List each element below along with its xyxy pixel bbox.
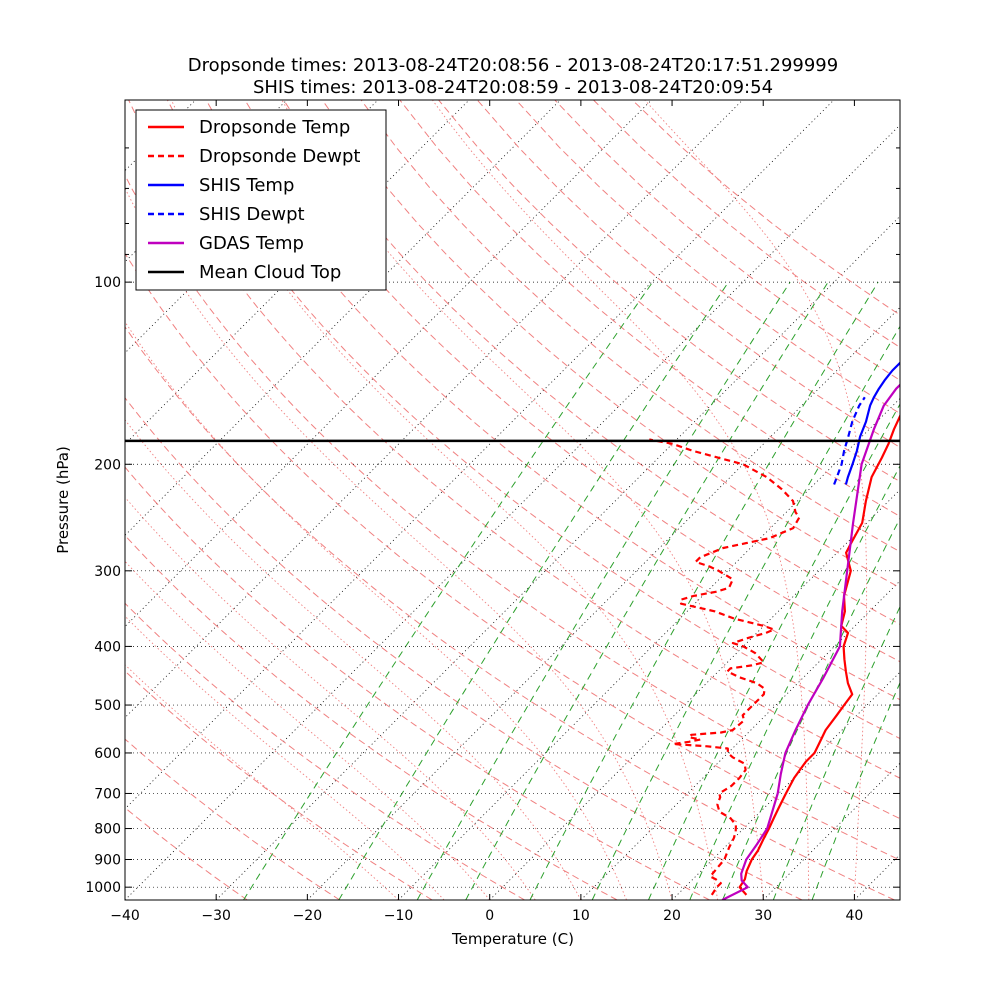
mixing-ratio-line — [529, 281, 879, 900]
y-tick-label: 500 — [94, 698, 121, 714]
mixing-ratio-line — [689, 464, 900, 900]
x-tick-label: −10 — [384, 908, 414, 924]
thermodynamic-background — [0, 100, 1000, 900]
dry-adiabat-line — [128, 100, 900, 779]
moist-adiabat-line — [125, 419, 582, 900]
dry-adiabat-line — [399, 100, 900, 517]
y-tick-label: 800 — [94, 822, 121, 838]
dry-adiabat-line — [125, 396, 803, 900]
series-dropsonde-dewpt — [649, 438, 801, 896]
moist-adiabat-line — [281, 100, 764, 900]
dry-adiabat-line — [554, 100, 900, 381]
dry-adiabat-line — [244, 100, 900, 663]
mixing-ratio-line — [772, 605, 900, 900]
moist-adiabat-line — [125, 321, 627, 900]
moist-adiabat-line — [170, 100, 719, 900]
dry-adiabat-line — [125, 252, 900, 861]
legend-label: GDAS Temp — [199, 233, 304, 254]
y-tick-label: 600 — [94, 746, 121, 762]
mixing-ratio-line — [243, 281, 654, 900]
isotherm-line — [671, 671, 900, 900]
legend-label: Mean Cloud Top — [199, 262, 341, 283]
mixing-ratio-line — [722, 517, 900, 900]
mixing-ratio-line — [338, 281, 729, 900]
series-gdas-temp — [721, 383, 900, 900]
isotherm-line — [854, 853, 900, 900]
x-tick-label: 10 — [572, 908, 590, 924]
dry-adiabat-line — [631, 100, 900, 316]
isotherm-line — [125, 124, 900, 900]
series-dropsonde-temp — [738, 413, 900, 896]
series-shis-dewpt — [833, 396, 866, 485]
moist-adiabat-line — [125, 560, 491, 900]
y-tick-label: 300 — [94, 564, 121, 580]
dry-adiabat-line — [125, 466, 710, 900]
x-tick-label: 20 — [663, 908, 681, 924]
y-tick-label: 900 — [94, 852, 121, 868]
isotherm-line — [762, 762, 900, 900]
moist-adiabat-line — [125, 496, 536, 900]
legend-label: SHIS Temp — [199, 175, 294, 196]
mixing-ratio-line — [416, 281, 791, 900]
x-tick-label: −20 — [293, 908, 323, 924]
dry-adiabat-line — [125, 602, 525, 900]
y-tick-label: 200 — [94, 457, 121, 473]
legend-label: Dropsonde Temp — [199, 117, 350, 138]
y-tick-label: 100 — [94, 275, 121, 291]
mixing-ratio-line — [465, 281, 829, 900]
x-tick-label: 0 — [485, 908, 494, 924]
isotherm-line — [398, 397, 900, 900]
x-tick-label: 30 — [754, 908, 772, 924]
isotherm-line — [0, 100, 104, 900]
legend-label: SHIS Dewpt — [199, 204, 305, 225]
isotherm-line — [125, 100, 835, 810]
y-axis-label: Pressure (hPa) — [54, 446, 72, 554]
dry-adiabat-line — [515, 100, 900, 415]
chart-title-line1: Dropsonde times: 2013-08-24T20:08:56 - 2… — [188, 55, 838, 76]
chart-title-line2: SHIS times: 2013-08-24T20:08:59 - 2013-0… — [253, 77, 773, 98]
legend-label: Dropsonde Dewpt — [199, 146, 360, 167]
isotherm-line — [946, 100, 1000, 900]
plot-frame — [124, 99, 901, 901]
mixing-ratio-line — [648, 403, 900, 900]
moist-adiabat-line — [125, 615, 445, 900]
dry-adiabat-line — [360, 100, 900, 553]
x-tick-label: −30 — [201, 908, 231, 924]
x-axis-label: Temperature (C) — [451, 930, 574, 948]
legend-box — [135, 109, 387, 291]
moist-adiabat-line — [432, 100, 810, 900]
legend: Dropsonde Temp Dropsonde Dewpt SHIS Temp SH… — [135, 109, 387, 291]
isotherm-line — [307, 306, 900, 900]
y-axis: 100 200 300 400 500 600 700 800 900 1000 — [85, 99, 900, 896]
x-tick-label: −40 — [110, 908, 140, 924]
dry-adiabat-line — [125, 534, 618, 900]
dry-adiabat-line — [205, 100, 900, 701]
dry-adiabat-line — [593, 100, 900, 348]
series-group — [125, 361, 900, 900]
isotherm-line — [215, 215, 900, 900]
x-axis: −40 −30 −20 −10 0 10 20 30 40 — [110, 100, 863, 924]
isotherm-line — [489, 489, 900, 900]
isotherm-line — [580, 580, 900, 900]
y-tick-label: 1000 — [85, 880, 121, 896]
mixing-ratio-line — [811, 681, 900, 900]
series-shis-temp — [844, 361, 900, 485]
dry-adiabat-line — [125, 807, 248, 900]
dry-adiabat-line — [283, 100, 900, 625]
dry-adiabat-line — [321, 100, 900, 589]
y-tick-label: 400 — [94, 639, 121, 655]
isotherm-line — [0, 100, 13, 900]
dry-adiabat-line — [438, 100, 900, 483]
dry-adiabat-line — [125, 174, 900, 820]
moist-adiabat-line — [644, 100, 868, 900]
moist-adiabat-line — [125, 664, 399, 900]
y-tick-label: 700 — [94, 786, 121, 802]
x-tick-label: 40 — [845, 908, 863, 924]
